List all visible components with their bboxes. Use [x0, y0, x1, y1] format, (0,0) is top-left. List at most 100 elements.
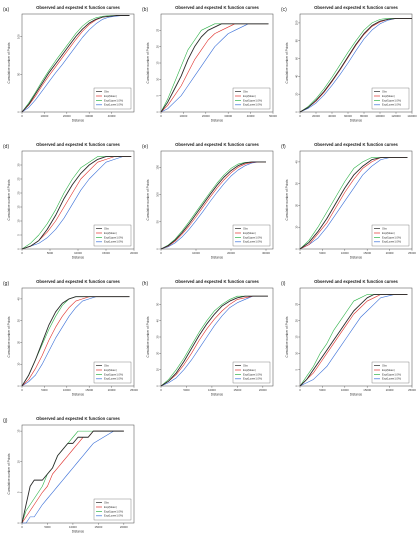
chart-title: Observed and expected K function curves — [175, 5, 259, 10]
chart-panel: (e) Observed and expected K function curv… — [142, 142, 274, 260]
legend-entry: Exp(Mean) — [243, 94, 256, 98]
plot-frame — [299, 150, 413, 250]
legend-entry: Obs — [382, 227, 387, 231]
legend-entry: Exp(Upper1.0%) — [382, 372, 401, 376]
legend-box — [93, 87, 132, 110]
y-tick-label: 100 — [16, 34, 20, 39]
legend-box — [232, 224, 271, 247]
legend-entry: Obs — [104, 501, 109, 505]
chart-panel: (b) Observed and expected K function curv… — [142, 5, 277, 123]
chart-panel: (c) Observed and expected K function curv… — [281, 5, 417, 123]
series-line — [22, 430, 124, 524]
x-tick-label: 10000 — [341, 388, 349, 392]
y-tick-label: 100 — [155, 192, 159, 197]
series-line — [160, 161, 266, 250]
x-axis-label: Distance — [211, 119, 224, 123]
y-axis-label: Cumulative number of Points — [146, 316, 150, 357]
y-axis-label: Cumulative number of Points — [285, 179, 289, 220]
chart-title: Observed and expected K function curves — [314, 279, 398, 284]
x-axis-label: Distance — [211, 256, 224, 260]
panel-letter: (h) — [142, 281, 148, 287]
legend-entry: Obs — [382, 364, 387, 368]
legend-entry: Exp(Upper1.0%) — [382, 235, 401, 239]
y-axis-label: Cumulative number of Points — [7, 179, 11, 220]
y-tick-label: 20 — [16, 340, 20, 344]
x-axis-label: Distance — [72, 530, 85, 534]
chart-title: Observed and expected K function curves — [36, 5, 120, 10]
legend-entry: Exp(Lower1.0%) — [243, 377, 262, 381]
x-axis-label: Distance — [350, 119, 363, 123]
x-tick-label: 0 — [299, 388, 301, 392]
series-line — [21, 430, 124, 524]
series-line — [160, 295, 268, 387]
y-tick-label: 5 — [16, 234, 20, 236]
plot-frame — [21, 287, 135, 387]
legend-entry: Exp(Mean) — [104, 94, 117, 98]
legend-entry: Exp(Mean) — [104, 231, 117, 235]
chart-panel: (j) Observed and expected K function curv… — [3, 416, 135, 534]
y-tick-label: 20 — [294, 92, 298, 96]
x-tick-label: 0 — [160, 114, 162, 118]
x-tick-label: 20000 — [312, 114, 320, 118]
y-tick-label: 10 — [155, 368, 159, 372]
y-tick-label: 100 — [294, 20, 298, 25]
y-tick-label: 5 — [294, 368, 298, 370]
x-tick-label: 30000 — [85, 114, 93, 118]
y-tick-label: 5 — [155, 94, 159, 96]
y-axis-label: Cumulative number of Points — [146, 179, 150, 220]
x-tick-label: 10000 — [180, 114, 188, 118]
y-tick-label: 10 — [294, 225, 298, 229]
series-line — [299, 294, 408, 387]
legend-entry: Exp(Lower1.0%) — [104, 514, 123, 518]
chart-title: Observed and expected K function curves — [36, 416, 120, 421]
legend-box — [232, 361, 271, 384]
y-tick-label: 10 — [16, 362, 20, 366]
y-tick-label: 30 — [155, 335, 159, 339]
y-tick-label: 50 — [155, 302, 159, 306]
x-axis-label: Distance — [72, 256, 85, 260]
x-tick-label: 5000 — [41, 388, 48, 392]
legend-entry: Exp(Upper1.0%) — [104, 98, 123, 102]
x-tick-label: 10000 — [341, 251, 349, 255]
series-line — [299, 294, 408, 387]
x-tick-label: 0 — [160, 388, 162, 392]
y-axis-label: Cumulative number of Points — [285, 316, 289, 357]
y-tick-label: 0 — [155, 111, 159, 113]
legend-box — [93, 361, 132, 384]
legend-entry: Exp(Upper1.0%) — [382, 98, 401, 102]
x-tick-label: 20000 — [259, 388, 267, 392]
y-tick-label: 0 — [16, 248, 20, 250]
x-tick-label: 20000 — [63, 114, 71, 118]
series-line — [299, 157, 408, 250]
legend-entry: Exp(Lower1.0%) — [382, 103, 401, 107]
y-tick-label: 10 — [16, 219, 20, 223]
legend-entry: Exp(Lower1.0%) — [243, 240, 262, 244]
chart-title: Observed and expected K function curves — [36, 142, 120, 147]
legend-entry: Obs — [382, 90, 387, 94]
legend-entry: Exp(Mean) — [104, 505, 117, 509]
legend-entry: Exp(Mean) — [382, 94, 395, 98]
legend-entry: Exp(Mean) — [243, 368, 256, 372]
x-tick-label: 30000 — [224, 114, 232, 118]
x-tick-label: 20000 — [202, 114, 210, 118]
legend-box — [232, 87, 271, 110]
x-tick-label: 120000 — [391, 114, 401, 118]
plot-frame — [21, 424, 135, 524]
y-tick-label: 50 — [16, 72, 20, 76]
x-tick-label: 10000 — [63, 388, 71, 392]
y-tick-label: 30 — [16, 319, 20, 323]
y-tick-label: 10 — [155, 77, 159, 81]
legend-box — [93, 498, 132, 521]
legend-entry: Obs — [243, 90, 248, 94]
legend-entry: Exp(Upper1.0%) — [104, 235, 123, 239]
y-tick-label: 15 — [294, 335, 298, 339]
x-tick-label: 0 — [21, 114, 23, 118]
legend-entry: Exp(Lower1.0%) — [382, 377, 401, 381]
x-tick-label: 15000 — [85, 388, 93, 392]
x-tick-label: 0 — [299, 114, 301, 118]
legend-entry: Exp(Mean) — [104, 368, 117, 372]
